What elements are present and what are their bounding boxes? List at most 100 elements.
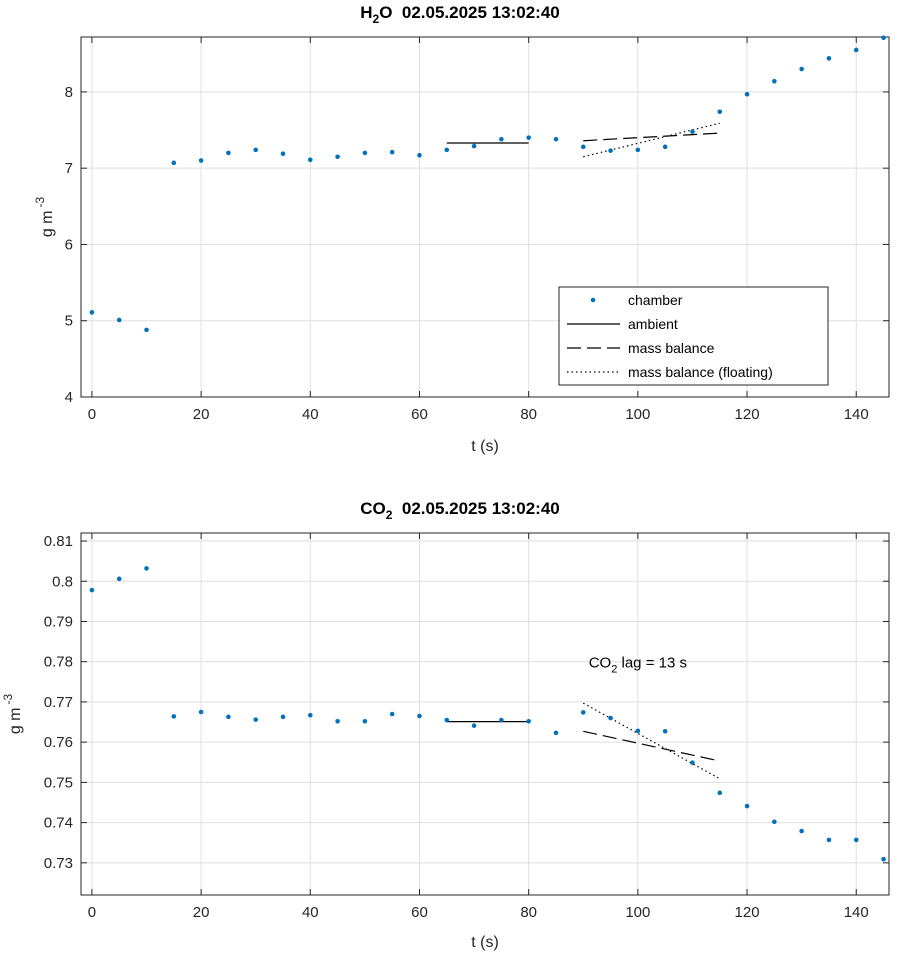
legend-item-mass-balance-floating: mass balance (floating) — [567, 364, 773, 380]
data-point-chamber — [307, 157, 313, 163]
data-point-chamber — [226, 150, 231, 156]
data-point-chamber — [717, 109, 723, 115]
legend-item-chamber: chamber — [590, 292, 683, 308]
x-tick-label: 100 — [625, 904, 650, 921]
data-point-chamber — [608, 148, 613, 153]
y-tick-label: 7 — [65, 160, 73, 177]
data-point-chamber — [362, 150, 368, 156]
data-point-chamber — [198, 709, 204, 715]
chart-title-h2o: H2O 02.05.2025 13:02:40 — [360, 3, 560, 26]
data-point-chamber — [662, 728, 668, 734]
data-point-chamber — [744, 91, 750, 97]
data-point-chamber — [799, 828, 804, 834]
data-point-chamber — [280, 151, 286, 156]
data-point-chamber — [580, 144, 586, 150]
data-point-chamber — [144, 566, 149, 571]
data-point-chamber — [389, 711, 395, 717]
x-tick-label: 0 — [88, 406, 96, 423]
y-tick-label: 6 — [65, 236, 73, 253]
data-point-chamber — [690, 129, 695, 134]
y-tick-label: 0.81 — [44, 533, 73, 550]
data-point-chamber — [553, 136, 559, 142]
data-point-chamber — [553, 730, 559, 736]
data-point-chamber — [444, 147, 450, 153]
data-point-chamber — [307, 712, 313, 718]
data-point-chamber — [772, 819, 777, 825]
y-tick-label: 0.79 — [44, 613, 73, 630]
data-point-chamber — [608, 715, 613, 721]
data-point-chamber — [89, 310, 95, 315]
data-point-chamber — [881, 856, 886, 862]
x-tick-label: 140 — [844, 406, 869, 423]
data-point-chamber — [471, 143, 477, 149]
data-point-chamber — [89, 587, 95, 593]
data-point-chamber — [471, 723, 477, 728]
legend-marker-chamber — [590, 297, 596, 303]
data-point-chamber — [662, 144, 668, 150]
data-point-chamber — [580, 710, 586, 715]
data-point-chamber — [171, 714, 177, 719]
x-tick-label: 120 — [735, 904, 760, 921]
x-tick-label: 80 — [520, 904, 537, 921]
x-tick-label: 60 — [411, 406, 428, 423]
plot-area-h2o — [80, 36, 890, 398]
y-tick-label: 0.76 — [44, 734, 73, 751]
co2-lag-annotation: CO2 lag = 13 s — [589, 655, 687, 676]
data-point-chamber — [362, 718, 368, 724]
y-tick-label: 0.8 — [52, 573, 73, 590]
data-point-chamber — [226, 714, 231, 720]
y-tick-label: 4 — [65, 389, 73, 406]
data-point-chamber — [253, 147, 259, 153]
data-point-chamber — [144, 327, 149, 333]
data-point-chamber — [635, 147, 641, 153]
data-point-chamber — [253, 717, 259, 722]
x-tick-label: 0 — [88, 904, 96, 921]
series-line-mass-balance — [583, 132, 720, 142]
data-point-chamber — [772, 78, 777, 84]
data-point-chamber — [526, 718, 531, 724]
x-axis-label-h2o: t (s) — [471, 438, 499, 455]
series-line-mass-balance-floating — [582, 702, 721, 780]
data-point-chamber — [116, 317, 122, 323]
data-point-chamber — [389, 149, 395, 155]
data-point-chamber — [171, 160, 177, 166]
x-tick-label: 60 — [411, 904, 428, 921]
legend-label-chamber: chamber — [628, 292, 683, 308]
x-tick-label: 20 — [193, 904, 210, 921]
y-axis-label-h2o: g m-3 — [33, 197, 56, 238]
series-line-mass-balance-floating — [583, 122, 720, 158]
data-point-chamber — [444, 717, 450, 723]
x-axis-label-co2: t (s) — [471, 934, 499, 951]
data-point-chamber — [335, 154, 340, 160]
y-tick-label: 0.78 — [44, 654, 73, 671]
data-point-chamber — [635, 728, 641, 734]
data-point-chamber — [198, 158, 204, 163]
x-tick-label: 20 — [193, 406, 210, 423]
data-point-chamber — [690, 760, 695, 765]
data-point-chamber — [116, 576, 122, 582]
y-tick-label: 8 — [65, 84, 73, 101]
x-tick-label: 80 — [520, 406, 537, 423]
legend-label-mass-balance: mass balance — [628, 340, 715, 356]
data-point-chamber — [526, 135, 531, 140]
y-tick-label: 0.77 — [44, 694, 73, 711]
data-point-chamber — [717, 790, 723, 796]
data-point-chamber — [280, 714, 286, 720]
data-point-chamber — [417, 152, 422, 158]
legend-box — [558, 286, 829, 386]
legend-item-ambient: ambient — [567, 316, 678, 332]
data-point-chamber — [853, 47, 859, 53]
chart-title-co2: CO2 02.05.2025 13:02:40 — [360, 499, 560, 522]
x-tick-label: 100 — [625, 406, 650, 423]
data-point-chamber — [499, 717, 504, 723]
data-point-chamber — [853, 837, 859, 843]
h2o-panel: H2O 02.05.2025 13:02:40 0 20 40 60 80 100 120 1… — [33, 3, 890, 455]
legend-label-mass-balance-floating: mass balance (floating) — [628, 364, 773, 380]
y-tick-label: 0.73 — [44, 855, 73, 872]
legend: chamber ambient mass balance mass balanc… — [558, 286, 829, 386]
x-tick-label: 120 — [735, 406, 760, 423]
legend-item-mass-balance: mass balance — [567, 340, 715, 356]
data-point-chamber — [499, 136, 504, 142]
y-axis-label-co2: g m-3 — [1, 694, 24, 735]
